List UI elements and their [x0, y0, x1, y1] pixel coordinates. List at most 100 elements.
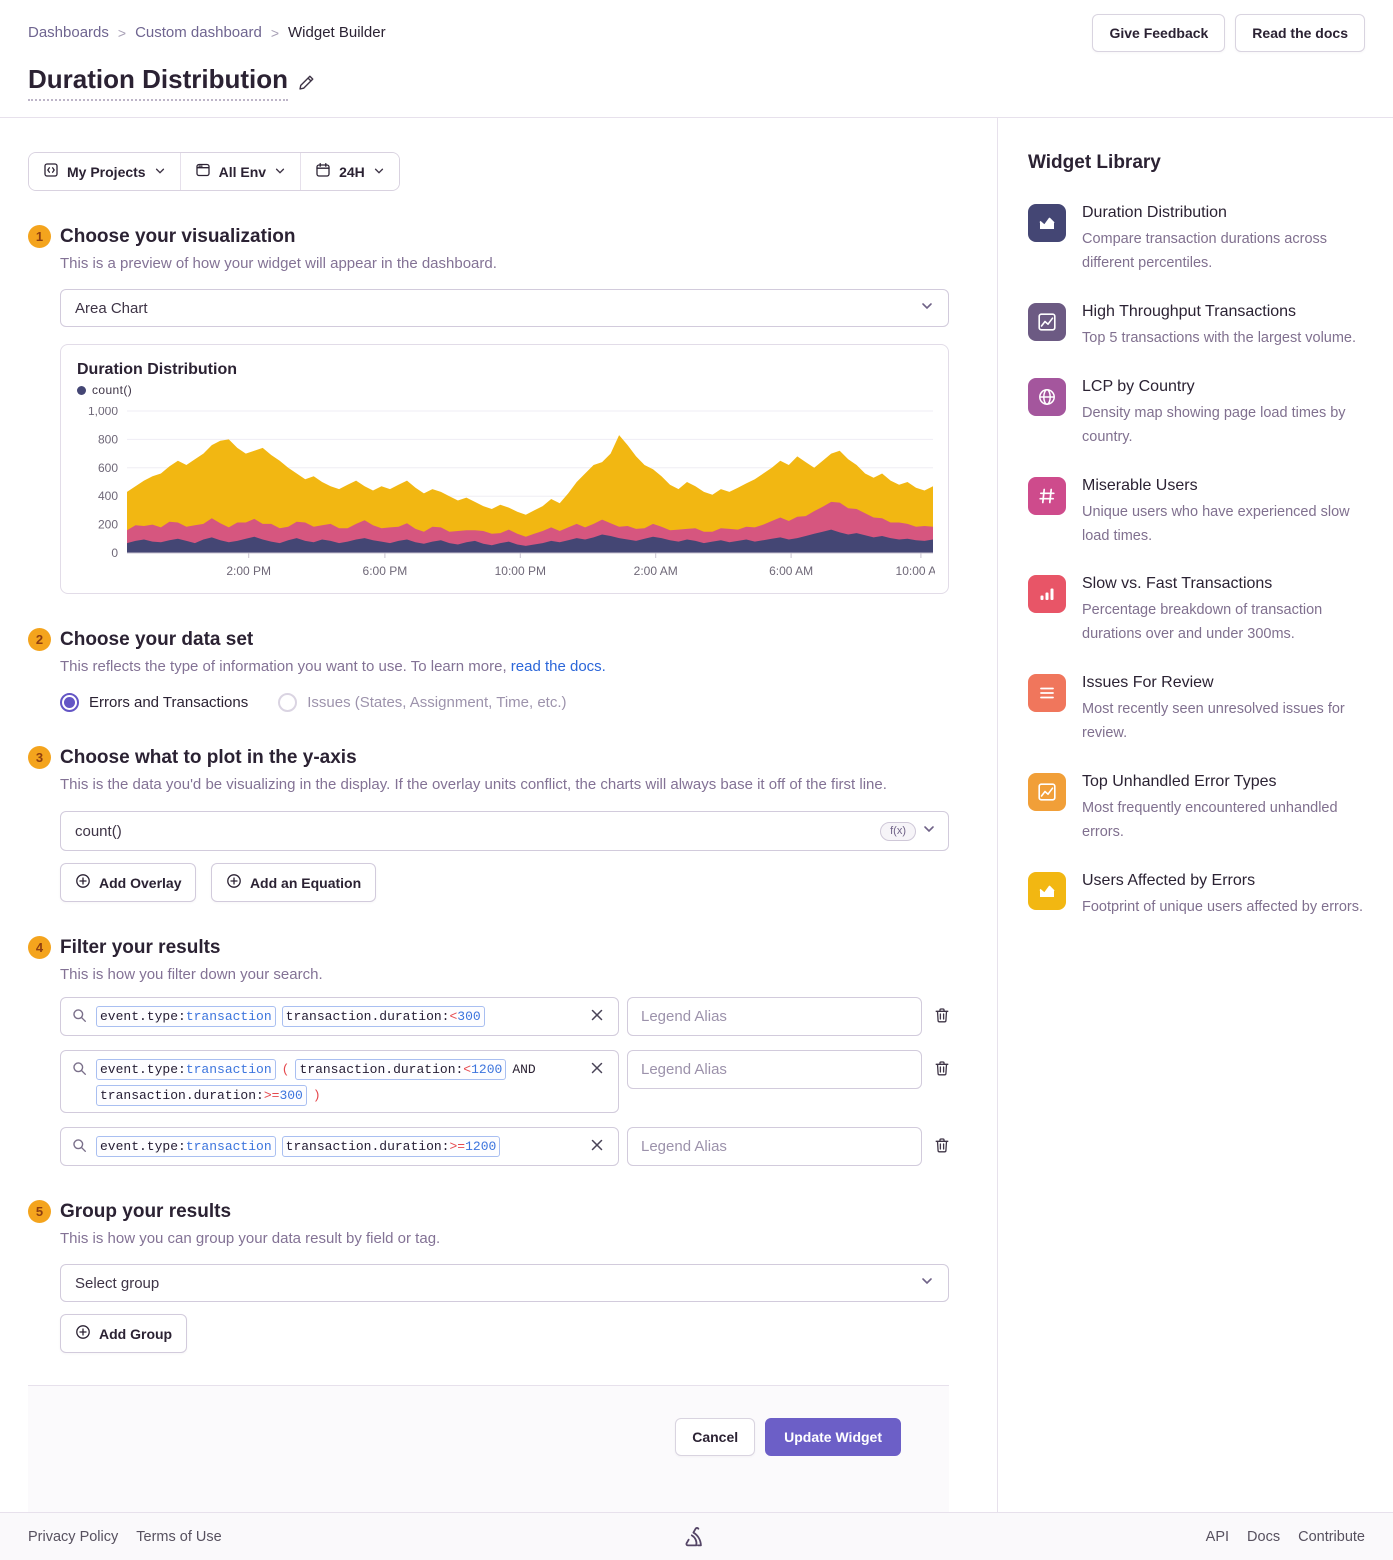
sentry-logo-icon [685, 1526, 709, 1548]
give-feedback-button[interactable]: Give Feedback [1092, 14, 1226, 52]
trash-icon[interactable] [934, 1137, 950, 1154]
widget-item-description: Top 5 transactions with the largest volu… [1082, 329, 1357, 346]
step-description: This is the data you'd be visualizing in… [60, 776, 887, 793]
breadcrumb-item[interactable]: Custom dashboard [135, 24, 262, 41]
add-overlay-button[interactable]: Add Overlay [60, 863, 197, 902]
widget-library-item[interactable]: Slow vs. Fast Transactions Percentage bre… [1028, 575, 1365, 647]
chart-legend[interactable]: count() [77, 383, 132, 397]
radio-issues[interactable]: Issues (States, Assignment, Time, etc.) [278, 693, 567, 712]
step-description: This reflects the type of information yo… [60, 658, 949, 675]
svg-text:800: 800 [98, 432, 118, 446]
footer-link[interactable]: Docs [1247, 1528, 1281, 1545]
step-yaxis: 3 Choose what to plot in the y-axis This… [28, 746, 949, 902]
radio-errors-transactions[interactable]: Errors and Transactions [60, 693, 248, 712]
legend-alias-input[interactable] [627, 997, 922, 1036]
step-number-badge: 5 [28, 1200, 51, 1223]
clear-search-icon[interactable] [588, 1059, 606, 1077]
footer-link[interactable]: Terms of Use [136, 1528, 222, 1545]
widget-item-description: Compare transaction durations across dif… [1082, 231, 1328, 271]
filter-token[interactable]: transaction.duration:<1200 [295, 1059, 507, 1080]
form-actions: Cancel Update Widget [28, 1385, 949, 1512]
step-title: Choose your visualization [60, 225, 296, 247]
header-divider [0, 117, 1393, 118]
filter-token[interactable]: event.type:transaction [96, 1136, 276, 1157]
widget-item-description: Unique users who have experienced slow l… [1082, 503, 1350, 544]
clear-search-icon[interactable] [588, 1006, 606, 1024]
calendar-icon [315, 162, 331, 181]
footer-link[interactable]: Contribute [1298, 1528, 1365, 1545]
widget-library-item[interactable]: Top Unhandled Error Types Most frequently… [1028, 773, 1365, 845]
fx-badge[interactable]: f(x) [880, 821, 916, 841]
yaxis-function-field[interactable]: count() f(x) [60, 811, 949, 851]
add-group-button[interactable]: Add Group [60, 1314, 188, 1353]
breadcrumb-item[interactable]: Dashboards [28, 24, 109, 41]
edit-title-icon[interactable] [298, 74, 315, 91]
trash-icon[interactable] [934, 1007, 950, 1024]
filter-search-input[interactable]: event.type:transaction (transaction.durat… [60, 1050, 619, 1113]
chevron-down-icon [920, 1274, 934, 1292]
read-the-docs-link[interactable]: read the docs. [510, 658, 606, 675]
add-equation-button[interactable]: Add an Equation [210, 863, 377, 902]
cancel-button[interactable]: Cancel [675, 1418, 756, 1456]
filter-search-input[interactable]: event.type:transaction transaction.durati… [60, 1127, 619, 1166]
widget-library-item[interactable]: Users Affected by Errors Footprint of uni… [1028, 871, 1365, 920]
visualization-select[interactable]: Area Chart [60, 289, 949, 327]
filter-token[interactable]: transaction.duration:>=1200 [281, 1136, 501, 1157]
filter-query: event.type:transaction transaction.durati… [96, 1136, 579, 1157]
widget-library-item[interactable]: Duration Distribution Compare transaction… [1028, 204, 1365, 276]
filter-token[interactable]: event.type:transaction [96, 1059, 276, 1080]
clear-search-icon[interactable] [588, 1136, 606, 1154]
widget-item-title: Top Unhandled Error Types [1082, 773, 1277, 791]
time-range-filter[interactable]: 24H [300, 153, 399, 190]
add-group-label: Add Group [99, 1325, 173, 1342]
chevron-down-icon [274, 164, 286, 180]
step-number-badge: 1 [28, 225, 51, 248]
widget-item-description: Most frequently encountered unhandled er… [1082, 800, 1338, 841]
plus-circle-icon [75, 1324, 91, 1343]
filter-row: event.type:transaction transaction.durati… [60, 997, 949, 1036]
footer-link[interactable]: Privacy Policy [28, 1528, 119, 1545]
breadcrumb-separator: > [270, 24, 280, 41]
svg-text:1,000: 1,000 [88, 407, 118, 418]
page-filter-bar: My Projects All Env 24H [28, 152, 400, 191]
widget-library-item[interactable]: Miserable Users Unique users who have exp… [1028, 476, 1365, 549]
boolean-operator: AND [512, 1062, 536, 1077]
chevron-down-icon [154, 164, 166, 180]
environment-filter[interactable]: All Env [179, 153, 301, 190]
svg-text:400: 400 [98, 489, 118, 503]
area-chart-icon [1028, 204, 1066, 242]
plus-circle-icon [226, 873, 242, 892]
time-range-filter-label: 24H [339, 163, 365, 180]
svg-text:6:00 PM: 6:00 PM [363, 564, 408, 578]
group-select[interactable]: Select group [60, 1264, 949, 1302]
chart-title: Duration Distribution [77, 361, 237, 378]
plus-circle-icon [75, 873, 91, 892]
widget-library-item[interactable]: High Throughput Transactions Top 5 transa… [1028, 302, 1365, 351]
visualization-select-value: Area Chart [75, 299, 148, 317]
svg-text:200: 200 [98, 518, 118, 532]
projects-filter[interactable]: My Projects [29, 153, 180, 190]
line-chart-icon [1028, 773, 1066, 812]
svg-text:2:00 PM: 2:00 PM [226, 564, 271, 578]
filter-search-input[interactable]: event.type:transaction transaction.durati… [60, 997, 619, 1036]
trash-icon[interactable] [934, 1060, 950, 1077]
read-docs-button[interactable]: Read the docs [1235, 14, 1365, 52]
legend-alias-input[interactable] [627, 1050, 922, 1089]
step-title: Choose what to plot in the y-axis [60, 746, 357, 768]
filter-token[interactable]: transaction.duration:>=300 [96, 1085, 307, 1106]
filter-query: event.type:transaction (transaction.durat… [96, 1059, 579, 1106]
page-title: Duration Distribution [28, 64, 288, 101]
svg-text:2:00 AM: 2:00 AM [634, 564, 678, 578]
update-widget-button[interactable]: Update Widget [765, 1418, 901, 1456]
step-number-badge: 4 [28, 936, 51, 959]
radio-unselected-icon [278, 693, 298, 712]
chevron-down-icon [920, 299, 934, 317]
filter-token[interactable]: event.type:transaction [96, 1006, 276, 1027]
widget-item-description: Density map showing page load times by c… [1082, 404, 1346, 445]
legend-alias-input[interactable] [627, 1127, 922, 1166]
filter-token[interactable]: transaction.duration:<300 [281, 1006, 485, 1027]
footer-link[interactable]: API [1205, 1528, 1230, 1545]
step-description: This is how you can group your data resu… [60, 1230, 441, 1247]
widget-library-item[interactable]: LCP by Country Density map showing page l… [1028, 377, 1365, 450]
widget-library-item[interactable]: Issues For Review Most recently seen unre… [1028, 674, 1365, 746]
